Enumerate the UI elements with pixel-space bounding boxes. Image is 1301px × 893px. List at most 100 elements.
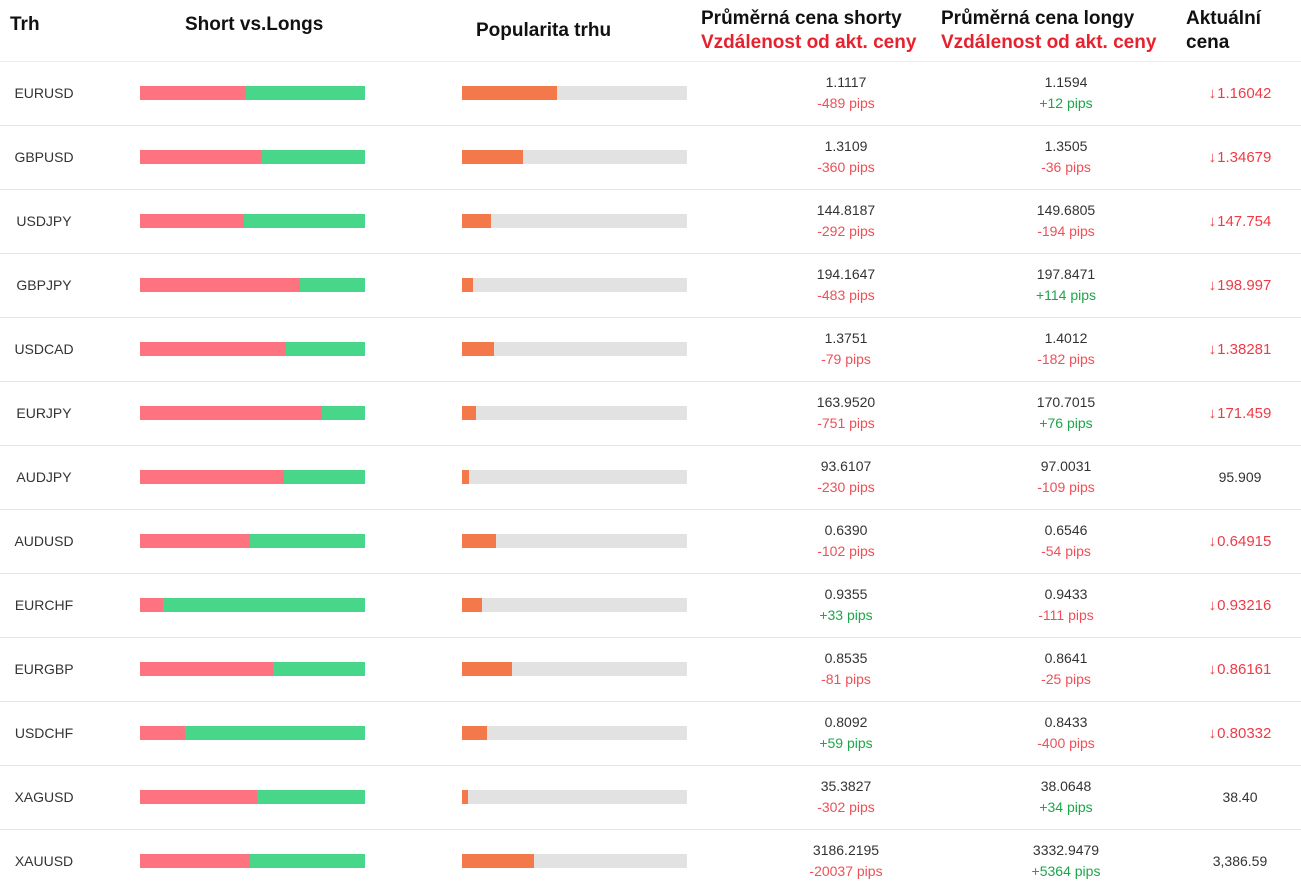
avg-long-distance: +34 pips: [1039, 799, 1093, 815]
popularity-bar: [462, 214, 687, 228]
header-avg-long-subtitle: Vzdálenost od akt. ceny: [941, 32, 1157, 53]
table-row[interactable]: XAUUSD 3186.2195 -20037 pips 3332.9479 +5364…: [0, 829, 1301, 893]
short-ratio-fill: [140, 854, 250, 868]
market-symbol[interactable]: EURCHF: [14, 597, 74, 613]
current-price: ↓1.34679: [1180, 126, 1300, 189]
current-price: ↓0.86161: [1180, 638, 1300, 701]
avg-short-cell: 0.8092 +59 pips: [736, 712, 956, 754]
current-price: ↓198.997: [1180, 254, 1300, 317]
avg-short-cell: 3186.2195 -20037 pips: [736, 840, 956, 882]
current-price: ↓0.80332: [1180, 702, 1300, 765]
market-symbol[interactable]: USDCHF: [14, 725, 74, 741]
current-price-value: 38.40: [1222, 789, 1258, 805]
avg-short-distance: -79 pips: [821, 351, 871, 367]
table-row[interactable]: EURCHF 0.9355 +33 pips 0.9433 -111 pips ↓0.93…: [0, 573, 1301, 637]
avg-short-price: 163.9520: [816, 394, 876, 410]
table-row[interactable]: USDCAD 1.3751 -79 pips 1.4012 -182 pips ↓1.38…: [0, 317, 1301, 381]
avg-short-price: 93.6107: [820, 458, 872, 474]
market-symbol[interactable]: XAGUSD: [14, 789, 74, 805]
short-ratio-fill: [140, 150, 262, 164]
popularity-bar: [462, 854, 687, 868]
market-symbol[interactable]: EURJPY: [16, 405, 72, 421]
avg-short-distance: -20037 pips: [809, 863, 883, 879]
avg-short-cell: 35.3827 -302 pips: [736, 776, 956, 818]
table-row[interactable]: GBPJPY 194.1647 -483 pips 197.8471 +114 pips…: [0, 253, 1301, 317]
avg-long-distance: -109 pips: [1037, 479, 1095, 495]
table-row[interactable]: USDJPY 144.8187 -292 pips 149.6805 -194 pips…: [0, 189, 1301, 253]
market-symbol[interactable]: EURGBP: [14, 661, 74, 677]
popularity-fill: [462, 662, 512, 676]
popularity-bar: [462, 278, 687, 292]
popularity-bar: [462, 150, 687, 164]
current-price: ↓171.459: [1180, 382, 1300, 445]
avg-long-price: 38.0648: [1040, 778, 1092, 794]
current-price-value: 1.16042: [1217, 85, 1272, 102]
arrow-down-icon: ↓: [1208, 341, 1217, 358]
avg-long-cell: 97.0031 -109 pips: [956, 456, 1176, 498]
market-symbol[interactable]: AUDUSD: [14, 533, 74, 549]
avg-long-distance: -36 pips: [1041, 159, 1091, 175]
avg-short-cell: 194.1647 -483 pips: [736, 264, 956, 306]
avg-short-distance: -751 pips: [817, 415, 875, 431]
avg-short-cell: 144.8187 -292 pips: [736, 200, 956, 242]
market-symbol[interactable]: GBPJPY: [16, 277, 72, 293]
current-price-value: 95.909: [1218, 469, 1262, 485]
table-row[interactable]: EURUSD 1.1117 -489 pips 1.1594 +12 pips ↓1.16…: [0, 61, 1301, 125]
avg-short-price: 144.8187: [816, 202, 876, 218]
table-row[interactable]: AUDUSD 0.6390 -102 pips 0.6546 -54 pips ↓0.64…: [0, 509, 1301, 573]
avg-short-distance: -483 pips: [817, 287, 875, 303]
avg-short-price: 1.1117: [825, 74, 867, 90]
header-popularity: Popularita trhu: [476, 20, 612, 41]
current-price-value: 171.459: [1217, 405, 1272, 422]
market-symbol[interactable]: XAUUSD: [14, 853, 74, 869]
avg-short-cell: 0.9355 +33 pips: [736, 584, 956, 626]
avg-long-cell: 1.3505 -36 pips: [956, 136, 1176, 178]
arrow-down-icon: ↓: [1208, 533, 1217, 550]
market-symbol[interactable]: GBPUSD: [14, 149, 74, 165]
market-symbol[interactable]: AUDJPY: [16, 469, 72, 485]
header-avg-short-subtitle: Vzdálenost od akt. ceny: [701, 32, 917, 53]
avg-long-cell: 3332.9479 +5364 pips: [956, 840, 1176, 882]
arrow-down-icon: ↓: [1208, 277, 1217, 294]
table-row[interactable]: EURGBP 0.8535 -81 pips 0.8641 -25 pips ↓0.861…: [0, 637, 1301, 701]
market-symbol[interactable]: EURUSD: [14, 85, 74, 101]
table-row[interactable]: EURJPY 163.9520 -751 pips 170.7015 +76 pips ↓…: [0, 381, 1301, 445]
market-symbol[interactable]: USDJPY: [16, 213, 72, 229]
current-price-value: 0.93216: [1217, 597, 1272, 614]
current-price-value: 3,386.59: [1212, 853, 1268, 869]
avg-short-cell: 93.6107 -230 pips: [736, 456, 956, 498]
table-row[interactable]: GBPUSD 1.3109 -360 pips 1.3505 -36 pips ↓1.34…: [0, 125, 1301, 189]
popularity-bar: [462, 726, 687, 740]
arrow-down-icon: ↓: [1208, 725, 1217, 742]
avg-long-distance: -182 pips: [1037, 351, 1095, 367]
avg-short-distance: -102 pips: [817, 543, 875, 559]
avg-short-cell: 0.6390 -102 pips: [736, 520, 956, 562]
avg-long-price: 0.6546: [1044, 522, 1088, 538]
avg-long-price: 0.8433: [1044, 714, 1088, 730]
table-row[interactable]: USDCHF 0.8092 +59 pips 0.8433 -400 pips ↓0.80…: [0, 701, 1301, 765]
arrow-down-icon: ↓: [1208, 597, 1217, 614]
avg-long-distance: +76 pips: [1039, 415, 1093, 431]
header-avg-short: Průměrná cena shorty Vzdálenost od akt. …: [701, 7, 916, 55]
arrow-down-icon: ↓: [1208, 149, 1217, 166]
short-vs-long-bar: [140, 342, 365, 356]
current-price: ↓0.64915: [1180, 510, 1300, 573]
header-avg-long-title: Průměrná cena longy: [941, 8, 1135, 29]
current-price-value: 0.64915: [1217, 533, 1272, 550]
avg-short-cell: 163.9520 -751 pips: [736, 392, 956, 434]
popularity-fill: [462, 854, 534, 868]
popularity-bar: [462, 662, 687, 676]
current-price: ↓1.16042: [1180, 62, 1300, 125]
popularity-fill: [462, 534, 496, 548]
avg-short-distance: -360 pips: [817, 159, 875, 175]
avg-short-distance: +59 pips: [819, 735, 873, 751]
table-row[interactable]: AUDJPY 93.6107 -230 pips 97.0031 -109 pips 95…: [0, 445, 1301, 509]
current-price: 38.40: [1180, 766, 1300, 829]
popularity-bar: [462, 598, 687, 612]
table-row[interactable]: XAGUSD 35.3827 -302 pips 38.0648 +34 pips 38.…: [0, 765, 1301, 829]
avg-long-price: 0.8641: [1044, 650, 1088, 666]
header-avg-long: Průměrná cena longy Vzdálenost od akt. c…: [941, 7, 1156, 55]
market-symbol[interactable]: USDCAD: [14, 341, 74, 357]
short-vs-long-bar: [140, 726, 365, 740]
sentiment-table: EURUSD 1.1117 -489 pips 1.1594 +12 pips ↓1.16…: [0, 61, 1301, 893]
